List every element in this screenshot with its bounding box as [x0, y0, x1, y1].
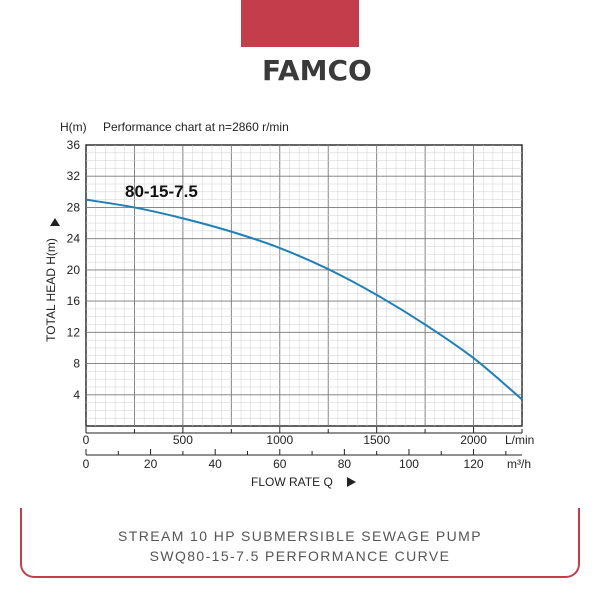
- y-tick-label: 16: [67, 294, 81, 308]
- x-tick-label-m3h: 60: [273, 457, 287, 471]
- y-tick-label: 4: [73, 388, 80, 402]
- y-unit-label: H(m): [60, 120, 87, 134]
- x-tick-label-lmin: 1500: [363, 433, 390, 447]
- y-tick-labels: 4 8 12 16 20 24 28 32 36: [67, 138, 81, 402]
- x-tick-label-m3h: 100: [399, 457, 419, 471]
- series-layer: [85, 198, 523, 401]
- x-axis-arrow: [347, 477, 356, 487]
- x-tick-label-lmin: 2000: [460, 433, 487, 447]
- x-tick-label-m3h: 80: [338, 457, 352, 471]
- y-tick-label: 8: [73, 357, 80, 371]
- y-axis-arrow: [50, 218, 60, 226]
- footer-frame: [20, 508, 580, 578]
- x-tick-label-lmin: 500: [173, 433, 193, 447]
- y-tick-label: 32: [67, 169, 81, 183]
- x-tick-label-m3h: 20: [144, 457, 158, 471]
- footer-title-line2: SWQ80-15-7.5 PERFORMANCE CURVE: [149, 548, 451, 564]
- x-unit-lmin: L/min: [505, 433, 534, 447]
- famco-logo: FAMCO: [200, 52, 400, 88]
- x-tick-labels-lmin: 0 500 1000 1500 2000: [83, 427, 523, 447]
- brand-color-bar: [241, 0, 359, 47]
- x-tick-label-m3h: 0: [83, 457, 90, 471]
- series-label: 80-15-7.5: [125, 182, 198, 201]
- chart-title: Performance chart at n=2860 r/min: [103, 120, 289, 134]
- x-unit-m3h: m³/h: [507, 457, 531, 471]
- y-tick-label: 12: [67, 325, 81, 339]
- series-line: [85, 198, 523, 401]
- y-tick-label: 20: [67, 263, 81, 277]
- y-axis-title: TOTAL HEAD H(m): [44, 218, 60, 342]
- x-tick-label-lmin: 1000: [266, 433, 293, 447]
- x-tick-label-lmin: 0: [83, 433, 90, 447]
- x-tick-labels-m3h: 0 20 40 60 80 100 120: [83, 449, 522, 487]
- chart-grid: [85, 144, 523, 427]
- logo-text: FAMCO: [262, 54, 372, 87]
- y-axis-label: TOTAL HEAD H(m): [44, 238, 58, 342]
- x-tick-label-m3h: 120: [464, 457, 484, 471]
- x-tick-label-m3h: 40: [209, 457, 223, 471]
- y-tick-label: 36: [67, 138, 81, 152]
- y-tick-label: 24: [67, 232, 81, 246]
- x-axis-label: FLOW RATE Q: [251, 475, 333, 489]
- footer-title-line1: STREAM 10 HP SUBMERSIBLE SEWAGE PUMP: [118, 528, 482, 544]
- y-tick-label: 28: [67, 200, 81, 214]
- performance-chart: Performance chart at n=2860 r/min H(m) T…: [44, 120, 534, 489]
